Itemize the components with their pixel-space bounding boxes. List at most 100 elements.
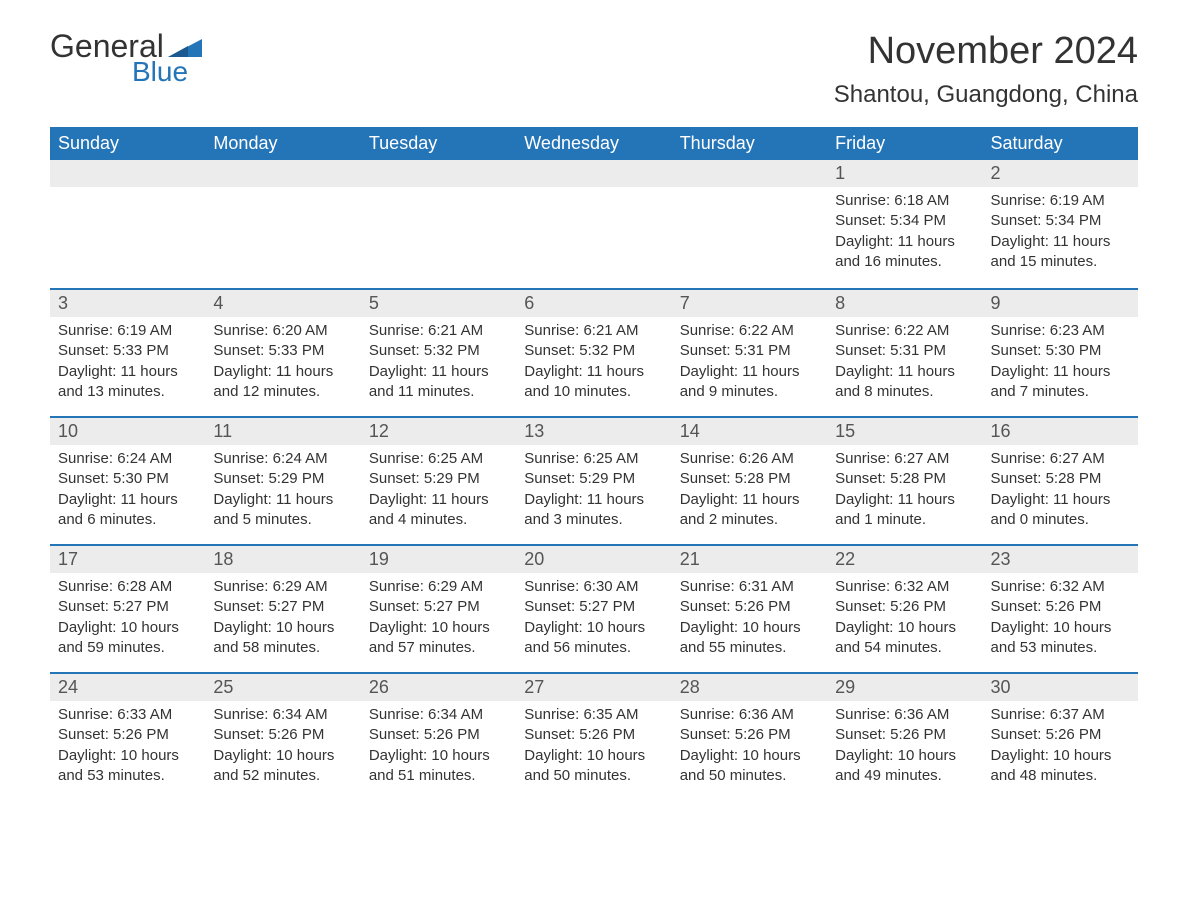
- sunset-text: Sunset: 5:26 PM: [835, 725, 974, 745]
- sunrise-text: Sunrise: 6:22 AM: [680, 321, 819, 341]
- calendar-cell: 27Sunrise: 6:35 AMSunset: 5:26 PMDayligh…: [516, 672, 671, 800]
- day-number: 25: [205, 672, 360, 701]
- calendar-cell: 12Sunrise: 6:25 AMSunset: 5:29 PMDayligh…: [361, 416, 516, 544]
- calendar-cell: 15Sunrise: 6:27 AMSunset: 5:28 PMDayligh…: [827, 416, 982, 544]
- sunset-text: Sunset: 5:34 PM: [835, 211, 974, 231]
- daylight-text: Daylight: 10 hours and 59 minutes.: [58, 618, 197, 659]
- sunrise-text: Sunrise: 6:37 AM: [991, 705, 1130, 725]
- day-number: 19: [361, 544, 516, 573]
- day-number: 16: [983, 416, 1138, 445]
- logo-text-blue: Blue: [132, 58, 202, 86]
- day-details: Sunrise: 6:25 AMSunset: 5:29 PMDaylight:…: [516, 445, 671, 538]
- day-header: Tuesday: [361, 127, 516, 160]
- day-number: 23: [983, 544, 1138, 573]
- sunset-text: Sunset: 5:26 PM: [680, 725, 819, 745]
- sunset-text: Sunset: 5:30 PM: [991, 341, 1130, 361]
- daylight-text: Daylight: 10 hours and 49 minutes.: [835, 746, 974, 787]
- day-number: 15: [827, 416, 982, 445]
- sunrise-text: Sunrise: 6:36 AM: [680, 705, 819, 725]
- sunset-text: Sunset: 5:28 PM: [991, 469, 1130, 489]
- day-header-row: SundayMondayTuesdayWednesdayThursdayFrid…: [50, 127, 1138, 160]
- day-header: Monday: [205, 127, 360, 160]
- calendar-cell: 28Sunrise: 6:36 AMSunset: 5:26 PMDayligh…: [672, 672, 827, 800]
- sunrise-text: Sunrise: 6:36 AM: [835, 705, 974, 725]
- day-number: 24: [50, 672, 205, 701]
- daylight-text: Daylight: 11 hours and 0 minutes.: [991, 490, 1130, 531]
- daylight-text: Daylight: 11 hours and 8 minutes.: [835, 362, 974, 403]
- sunrise-text: Sunrise: 6:26 AM: [680, 449, 819, 469]
- sunrise-text: Sunrise: 6:21 AM: [524, 321, 663, 341]
- logo: General Blue: [50, 30, 202, 86]
- calendar-cell: 16 Sunrise: 6:27 AMSunset: 5:28 PMDayligh…: [983, 416, 1138, 544]
- sunset-text: Sunset: 5:27 PM: [58, 597, 197, 617]
- calendar-cell: 17Sunrise: 6:28 AMSunset: 5:27 PMDayligh…: [50, 544, 205, 672]
- daylight-text: Daylight: 10 hours and 54 minutes.: [835, 618, 974, 659]
- daylight-text: Daylight: 10 hours and 53 minutes.: [991, 618, 1130, 659]
- sunset-text: Sunset: 5:28 PM: [680, 469, 819, 489]
- sunset-text: Sunset: 5:26 PM: [680, 597, 819, 617]
- month-title: November 2024: [834, 30, 1138, 73]
- sunrise-text: Sunrise: 6:32 AM: [835, 577, 974, 597]
- calendar-cell: 26Sunrise: 6:34 AMSunset: 5:26 PMDayligh…: [361, 672, 516, 800]
- sunset-text: Sunset: 5:31 PM: [835, 341, 974, 361]
- daylight-text: Daylight: 11 hours and 7 minutes.: [991, 362, 1130, 403]
- calendar-week: 3Sunrise: 6:19 AMSunset: 5:33 PMDaylight…: [50, 288, 1138, 416]
- daylight-text: Daylight: 10 hours and 50 minutes.: [524, 746, 663, 787]
- sunrise-text: Sunrise: 6:31 AM: [680, 577, 819, 597]
- day-number: 13: [516, 416, 671, 445]
- day-details: Sunrise: 6:24 AMSunset: 5:30 PMDaylight:…: [50, 445, 205, 538]
- calendar-cell: 10Sunrise: 6:24 AMSunset: 5:30 PMDayligh…: [50, 416, 205, 544]
- daylight-text: Daylight: 11 hours and 10 minutes.: [524, 362, 663, 403]
- header: General Blue November 2024 Shantou, Guan…: [50, 30, 1138, 109]
- sunset-text: Sunset: 5:29 PM: [369, 469, 508, 489]
- day-number: 12: [361, 416, 516, 445]
- sunset-text: Sunset: 5:26 PM: [213, 725, 352, 745]
- sunset-text: Sunset: 5:26 PM: [991, 725, 1130, 745]
- day-number: 22: [827, 544, 982, 573]
- calendar-cell: [205, 160, 360, 288]
- day-details: Sunrise: 6:28 AMSunset: 5:27 PMDaylight:…: [50, 573, 205, 666]
- day-header: Friday: [827, 127, 982, 160]
- calendar-cell: 9Sunrise: 6:23 AMSunset: 5:30 PMDaylight…: [983, 288, 1138, 416]
- calendar-week: 24Sunrise: 6:33 AMSunset: 5:26 PMDayligh…: [50, 672, 1138, 800]
- sunrise-text: Sunrise: 6:19 AM: [991, 191, 1130, 211]
- day-number: 21: [672, 544, 827, 573]
- sunrise-text: Sunrise: 6:29 AM: [369, 577, 508, 597]
- sunset-text: Sunset: 5:26 PM: [991, 597, 1130, 617]
- calendar-cell: 3Sunrise: 6:19 AMSunset: 5:33 PMDaylight…: [50, 288, 205, 416]
- sunrise-text: Sunrise: 6:24 AM: [58, 449, 197, 469]
- day-details: Sunrise: 6:32 AMSunset: 5:26 PMDaylight:…: [827, 573, 982, 666]
- calendar-cell: 23Sunrise: 6:32 AMSunset: 5:26 PMDayligh…: [983, 544, 1138, 672]
- calendar-cell: [361, 160, 516, 288]
- sunset-text: Sunset: 5:31 PM: [680, 341, 819, 361]
- day-details: Sunrise: 6:32 AMSunset: 5:26 PMDaylight:…: [983, 573, 1138, 666]
- calendar-cell: 19Sunrise: 6:29 AMSunset: 5:27 PMDayligh…: [361, 544, 516, 672]
- logo-flag-icon: [168, 35, 202, 57]
- day-number: 6: [516, 288, 671, 317]
- sunrise-text: Sunrise: 6:18 AM: [835, 191, 974, 211]
- day-details: Sunrise: 6:29 AMSunset: 5:27 PMDaylight:…: [361, 573, 516, 666]
- sunset-text: Sunset: 5:30 PM: [58, 469, 197, 489]
- sunset-text: Sunset: 5:27 PM: [524, 597, 663, 617]
- sunset-text: Sunset: 5:33 PM: [213, 341, 352, 361]
- sunrise-text: Sunrise: 6:25 AM: [524, 449, 663, 469]
- sunrise-text: Sunrise: 6:33 AM: [58, 705, 197, 725]
- sunset-text: Sunset: 5:29 PM: [524, 469, 663, 489]
- day-details: Sunrise: 6:21 AMSunset: 5:32 PMDaylight:…: [361, 317, 516, 410]
- sunrise-text: Sunrise: 6:27 AM: [991, 449, 1130, 469]
- day-number: 10: [50, 416, 205, 445]
- sunset-text: Sunset: 5:26 PM: [58, 725, 197, 745]
- calendar-week: 10Sunrise: 6:24 AMSunset: 5:30 PMDayligh…: [50, 416, 1138, 544]
- daylight-text: Daylight: 11 hours and 9 minutes.: [680, 362, 819, 403]
- sunset-text: Sunset: 5:32 PM: [369, 341, 508, 361]
- day-details: Sunrise: 6:31 AMSunset: 5:26 PMDaylight:…: [672, 573, 827, 666]
- day-details: Sunrise: 6:27 AMSunset: 5:28 PMDaylight:…: [827, 445, 982, 538]
- daylight-text: Daylight: 10 hours and 52 minutes.: [213, 746, 352, 787]
- calendar-cell: 20Sunrise: 6:30 AMSunset: 5:27 PMDayligh…: [516, 544, 671, 672]
- day-details: Sunrise: 6:35 AMSunset: 5:26 PMDaylight:…: [516, 701, 671, 794]
- day-details: Sunrise: 6:30 AMSunset: 5:27 PMDaylight:…: [516, 573, 671, 666]
- daylight-text: Daylight: 10 hours and 56 minutes.: [524, 618, 663, 659]
- calendar-cell: 22Sunrise: 6:32 AMSunset: 5:26 PMDayligh…: [827, 544, 982, 672]
- calendar-cell: 5Sunrise: 6:21 AMSunset: 5:32 PMDaylight…: [361, 288, 516, 416]
- day-details: Sunrise: 6:19 AMSunset: 5:33 PMDaylight:…: [50, 317, 205, 410]
